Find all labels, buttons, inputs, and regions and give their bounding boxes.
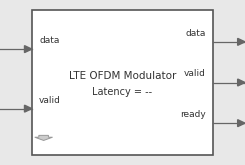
Polygon shape [238,120,245,127]
Text: data: data [185,29,206,38]
Polygon shape [24,46,32,53]
Text: valid: valid [39,96,61,104]
Polygon shape [24,105,32,112]
Text: valid: valid [184,69,206,78]
Polygon shape [238,79,245,86]
Text: Latency = --: Latency = -- [92,87,153,97]
Text: LTE OFDM Modulator: LTE OFDM Modulator [69,71,176,81]
Bar [32,10,213,155]
Text: data: data [39,36,60,45]
Polygon shape [238,38,245,45]
Polygon shape [35,135,53,140]
Text: ready: ready [180,110,206,119]
